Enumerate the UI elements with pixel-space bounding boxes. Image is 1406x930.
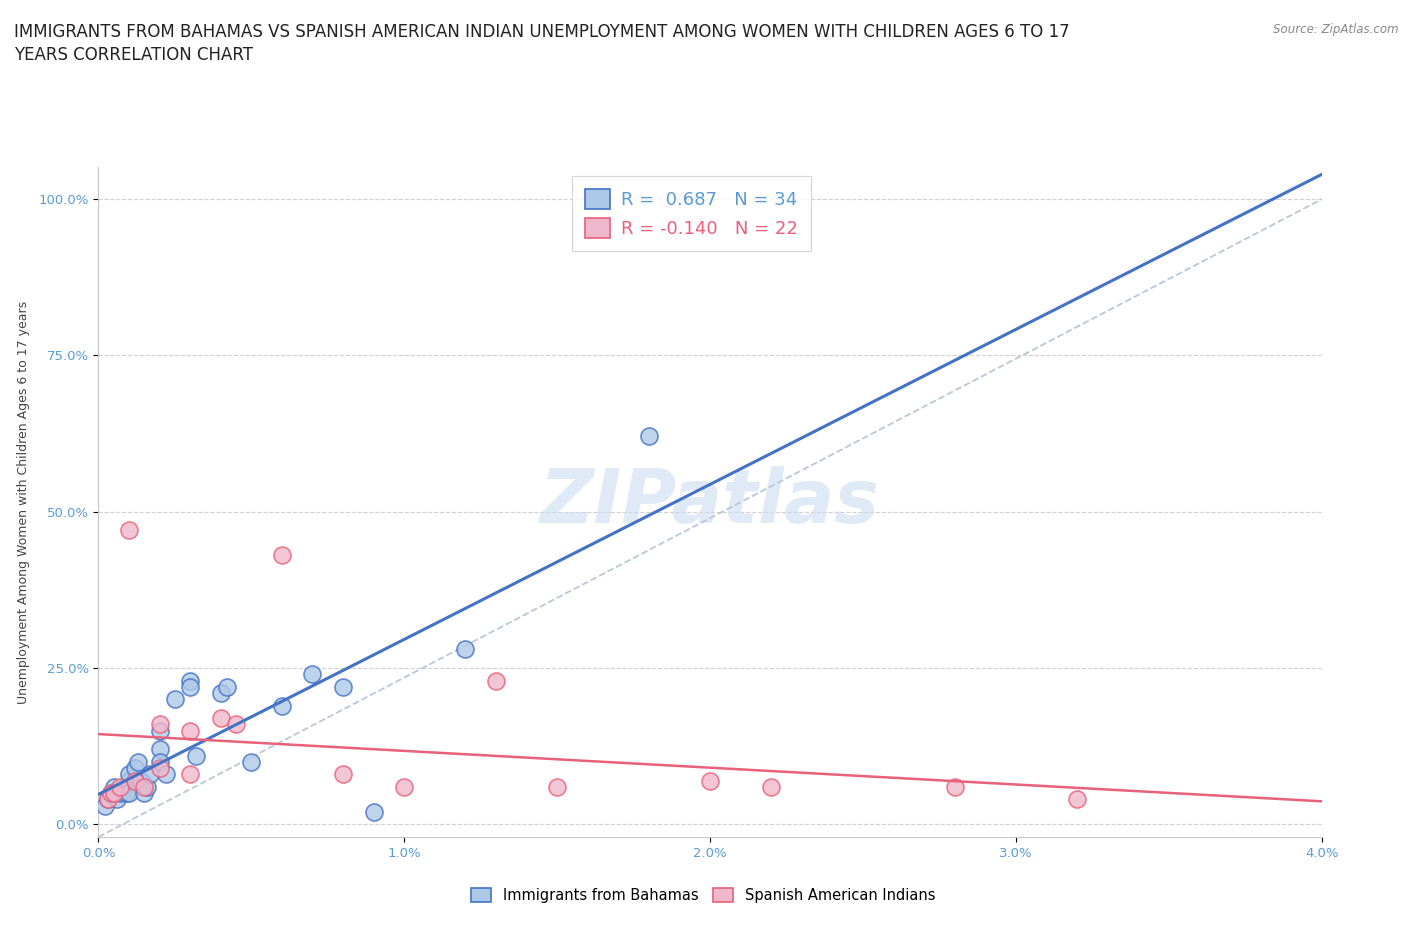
Point [546, 779, 568, 794]
Point [179, 680, 201, 695]
Text: Source: ZipAtlas.com: Source: ZipAtlas.com [1274, 23, 1399, 36]
Point [149, 724, 172, 738]
Y-axis label: Unemployment Among Women with Children Ages 6 to 17 years: Unemployment Among Women with Children A… [17, 300, 30, 704]
Point [179, 724, 201, 738]
Text: IMMIGRANTS FROM BAHAMAS VS SPANISH AMERICAN INDIAN UNEMPLOYMENT AMONG WOMEN WITH: IMMIGRANTS FROM BAHAMAS VS SPANISH AMERI… [14, 23, 1070, 41]
Point [225, 717, 247, 732]
Point [124, 761, 146, 776]
Point [301, 667, 323, 682]
Point [149, 761, 172, 776]
Text: YEARS CORRELATION CHART: YEARS CORRELATION CHART [14, 46, 253, 64]
Point [759, 779, 782, 794]
Point [139, 767, 162, 782]
Point [943, 779, 966, 794]
Point [186, 749, 208, 764]
Point [485, 673, 508, 688]
Point [637, 429, 661, 444]
Point [454, 642, 477, 657]
Point [118, 773, 141, 788]
Point [108, 779, 131, 794]
Point [155, 767, 177, 782]
Point [270, 698, 294, 713]
Point [209, 685, 232, 700]
Point [118, 523, 141, 538]
Point [129, 773, 152, 788]
Point [127, 754, 149, 769]
Point [136, 779, 159, 794]
Point [108, 786, 131, 801]
Point [103, 779, 125, 794]
Point [134, 786, 156, 801]
Point [209, 711, 232, 725]
Point [699, 773, 721, 788]
Legend: R =  0.687   N = 34, R = -0.140   N = 22: R = 0.687 N = 34, R = -0.140 N = 22 [572, 177, 810, 250]
Point [97, 792, 120, 807]
Point [240, 754, 263, 769]
Point [163, 692, 186, 707]
Text: ZIPatlas: ZIPatlas [540, 466, 880, 538]
Point [1066, 792, 1088, 807]
Point [97, 792, 120, 807]
Point [332, 680, 354, 695]
Legend: Immigrants from Bahamas, Spanish American Indians: Immigrants from Bahamas, Spanish America… [465, 882, 941, 909]
Point [179, 767, 201, 782]
Point [149, 742, 172, 757]
Point [115, 786, 138, 801]
Point [118, 767, 141, 782]
Point [100, 786, 122, 801]
Point [332, 767, 354, 782]
Point [149, 754, 172, 769]
Point [270, 548, 294, 563]
Point [134, 779, 156, 794]
Point [392, 779, 416, 794]
Point [100, 786, 122, 801]
Point [179, 673, 201, 688]
Point [363, 804, 385, 819]
Point [118, 786, 141, 801]
Point [124, 773, 146, 788]
Point [103, 786, 125, 801]
Point [111, 779, 134, 794]
Point [215, 680, 238, 695]
Point [105, 792, 128, 807]
Point [149, 717, 172, 732]
Point [93, 798, 115, 813]
